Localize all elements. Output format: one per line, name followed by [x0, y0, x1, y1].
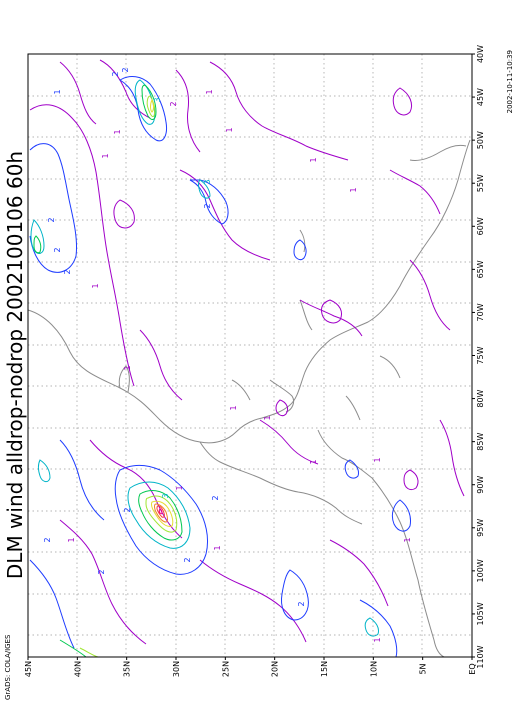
lat-tick-label: 30N [172, 661, 181, 677]
lon-tick-label: 85W [476, 433, 485, 451]
footer-timestamp: 2002-10-11-10:39 [506, 50, 514, 113]
contour-label: 1 [101, 153, 110, 158]
contour-label: 1 [175, 485, 184, 490]
contours-level-8 [156, 505, 165, 518]
lat-tick-label: 40N [73, 661, 82, 677]
lon-tick-label: 90W [476, 476, 485, 494]
contour-label: 2 [183, 557, 192, 562]
lon-tick-label: 105W [476, 602, 485, 625]
lon-tick-label: 55W [476, 174, 485, 192]
contour-label: 2 [53, 247, 62, 252]
contour-label: 1 [373, 457, 382, 462]
lon-tick-label: 60W [476, 217, 485, 235]
lon-tick-label: 80W [476, 389, 485, 407]
lat-tick-label: 15N [320, 661, 329, 677]
contours-level-4 [33, 84, 183, 658]
lon-tick-label: 50W [476, 131, 485, 149]
contour-label: 1 [213, 545, 222, 550]
contour-label: 2 [43, 537, 52, 542]
contours-level-1 [29, 59, 465, 645]
longitude-axis: 110W 105W 100W 95W 90W 85W 80W 75W 70W 65W 60W 55W 5… [472, 45, 485, 669]
contour-label: 2 [169, 101, 178, 106]
contour-label: 1 [225, 127, 234, 132]
contour-label: 1 [309, 459, 318, 464]
lon-tick-label: 40W [476, 45, 485, 63]
contour-label: 2 [203, 203, 212, 208]
contour-label: 2 [211, 495, 220, 500]
contour-label: 2 [97, 569, 106, 574]
lon-tick-label: 100W [476, 559, 485, 582]
lat-tick-label: 5N [419, 663, 428, 674]
lat-tick-label: 25N [221, 661, 230, 677]
contour-label: 2 [123, 507, 132, 512]
gridlines [28, 54, 472, 657]
contours-level-5 [79, 95, 178, 658]
lat-tick-label: 20N [271, 661, 280, 677]
contour-label: 1 [263, 415, 272, 420]
contour-label: 1 [229, 405, 238, 410]
contour-label: 1 [349, 187, 358, 192]
lon-tick-label: 45W [476, 88, 485, 106]
contour-label: 2 [121, 67, 130, 72]
contours-level-2 [29, 76, 411, 658]
contour-label: 2 [63, 269, 72, 274]
contours-level-6 [150, 98, 174, 527]
contour-label: 1 [309, 157, 318, 162]
contour-label: 1 [403, 537, 412, 542]
plot-frame [27, 53, 473, 658]
contour-label: 2 [111, 71, 120, 76]
contours-level-3 [30, 79, 379, 637]
contour-label: 3 [161, 493, 170, 498]
lat-tick-label: 35N [123, 661, 132, 677]
map-title: DLM wind alldrop-nodrop 2002100106 60h [3, 151, 27, 579]
contour-label: 1 [113, 129, 122, 134]
contour-label: 3 [153, 97, 162, 102]
lat-tick-label: 10N [369, 661, 378, 677]
lat-tick-label: EQ [468, 663, 477, 674]
lon-tick-label: 95W [476, 519, 485, 537]
lon-tick-label: 110W [476, 645, 485, 668]
contour-label: 1 [67, 537, 76, 542]
contour-label: 1 [91, 283, 100, 288]
contour-label: 1 [373, 637, 382, 642]
contour-label: 3 [203, 179, 212, 184]
latitude-axis: EQ 5N 10N 15N 20N 25N 30N 35N 40N 45N [24, 657, 477, 677]
footer-credit: GrADS: COLA/IGES [4, 634, 12, 700]
contour-label: 1 [53, 89, 62, 94]
lon-tick-label: 70W [476, 303, 485, 321]
contours-level-7 [154, 503, 168, 523]
lat-tick-label: 45N [24, 661, 33, 677]
contour-label: 1 [205, 89, 214, 94]
contours-level-9 [158, 508, 163, 515]
contour-label: 2 [297, 601, 306, 606]
lon-tick-label: 75W [476, 346, 485, 364]
contour-label: 1 [123, 365, 132, 370]
lon-tick-label: 65W [476, 260, 485, 278]
coastlines [27, 139, 471, 658]
contour-label: 2 [47, 217, 56, 222]
